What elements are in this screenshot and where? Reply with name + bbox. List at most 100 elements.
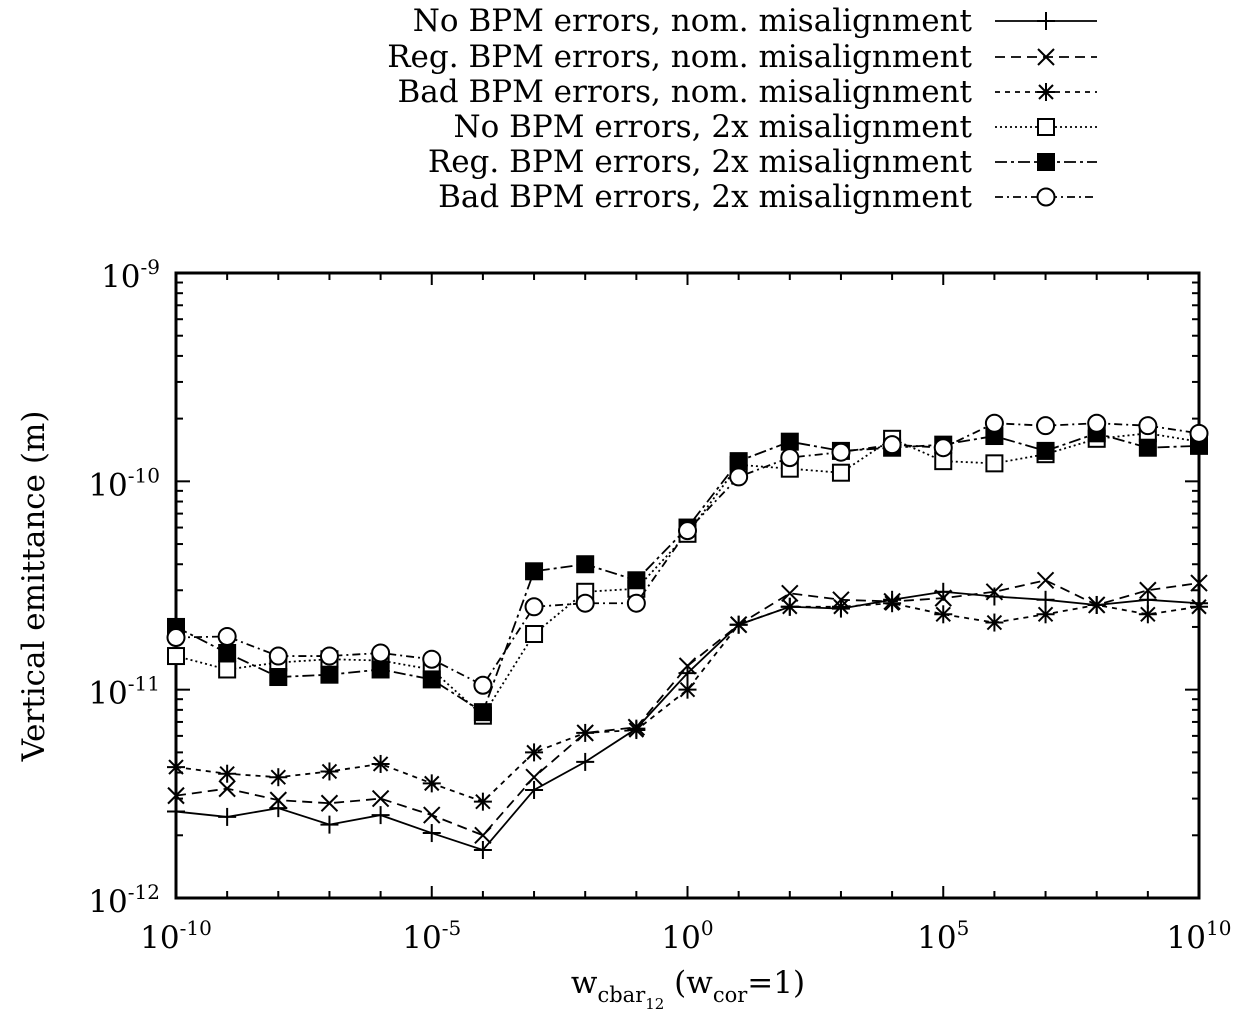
x-tick-label-base: 10 — [402, 920, 441, 956]
marker-x-b — [1190, 574, 1208, 592]
point-marker — [831, 597, 850, 616]
marker-star-b — [475, 793, 491, 810]
y-tick-label-exp: -9 — [141, 255, 160, 279]
point-marker — [576, 752, 595, 771]
point-marker — [1037, 118, 1055, 136]
legend-entry: Bad BPM errors, 2x misalignment — [438, 179, 1097, 215]
point-marker — [1138, 416, 1158, 436]
marker-star-b — [526, 744, 542, 761]
point-marker — [1036, 605, 1055, 624]
point-marker — [473, 792, 492, 811]
point-marker — [780, 597, 799, 616]
x-tick-label-exp: -5 — [442, 916, 461, 940]
point-marker — [422, 824, 441, 843]
marker-circle-open — [626, 593, 646, 613]
point-marker — [1036, 441, 1055, 460]
point-marker — [985, 613, 1004, 632]
marker-square-open — [167, 647, 185, 666]
marker-star-b — [577, 725, 593, 741]
marker-circle-open — [831, 442, 851, 462]
marker-circle-open — [678, 521, 697, 541]
marker-x-b — [167, 786, 185, 805]
legend-entry: No BPM errors, 2x misalignment — [453, 109, 1097, 145]
point-marker — [1139, 581, 1157, 599]
x-tick-label-base: 10 — [917, 920, 956, 956]
marker-circle-open — [268, 646, 288, 666]
x-axis-label-rest: (w — [664, 965, 713, 1001]
point-marker — [678, 521, 697, 541]
y-tick-label-base: 10 — [88, 676, 127, 712]
point-marker — [319, 646, 339, 666]
point-marker — [218, 779, 236, 798]
x-tick-label: 105 — [917, 916, 969, 956]
marker-square-filled — [422, 670, 441, 689]
y-tick-label: 10-10 — [88, 463, 160, 503]
marker-square-filled — [1138, 438, 1157, 457]
point-marker — [422, 649, 442, 669]
point-marker — [831, 463, 850, 482]
marker-star-b — [679, 681, 696, 698]
marker-square-open — [1037, 118, 1055, 136]
point-marker — [575, 593, 595, 613]
point-marker — [984, 413, 1004, 433]
legend-entry: No BPM errors, nom. misalignment — [413, 3, 1097, 39]
series-line — [175, 432, 1200, 714]
point-marker — [473, 703, 492, 722]
marker-star-b — [628, 722, 645, 738]
point-marker — [371, 789, 390, 808]
point-marker — [167, 802, 185, 821]
point-marker — [269, 768, 288, 787]
y-tick-label-base: 10 — [101, 259, 140, 295]
legend-label: No BPM errors, nom. misalignment — [413, 3, 973, 39]
point-marker — [831, 442, 851, 462]
legend-label: Bad BPM errors, 2x misalignment — [438, 179, 972, 215]
legend-label: Reg. BPM errors, nom. misalignment — [387, 39, 972, 75]
point-marker — [934, 589, 952, 607]
marker-circle-open — [319, 646, 339, 666]
y-axis-label: Vertical emittance (m) — [16, 411, 52, 763]
point-marker — [1036, 416, 1056, 436]
point-marker — [218, 643, 237, 662]
y-tick-label-exp: -10 — [128, 463, 160, 487]
point-marker — [320, 665, 339, 684]
series-layer — [166, 413, 1209, 859]
point-marker — [525, 780, 544, 799]
marker-circle-open — [422, 649, 442, 669]
point-marker — [1190, 597, 1208, 616]
marker-x-b — [218, 779, 236, 798]
point-marker — [474, 826, 492, 844]
marker-star-b — [321, 763, 338, 780]
legend-label: Bad BPM errors, nom. misalignment — [397, 74, 972, 110]
marker-star-b — [270, 769, 287, 785]
point-marker — [1037, 83, 1055, 101]
marker-star-b — [935, 606, 951, 623]
point-marker — [729, 452, 748, 471]
point-marker — [1189, 423, 1209, 443]
point-marker — [1036, 571, 1055, 589]
marker-star-b — [986, 614, 1003, 631]
marker-circle-open — [1087, 413, 1107, 433]
point-marker — [473, 675, 493, 695]
point-marker — [1037, 153, 1055, 171]
point-marker — [1087, 595, 1106, 614]
x-tick-label: 1010 — [1167, 916, 1232, 956]
marker-circle-open — [984, 413, 1004, 433]
point-marker — [422, 774, 441, 793]
marker-square-filled — [1037, 153, 1055, 171]
marker-x-b — [423, 806, 441, 824]
point-marker — [985, 583, 1004, 601]
marker-star-b — [424, 775, 440, 792]
series-2 — [167, 571, 1208, 844]
x-tick-label-exp: 5 — [957, 916, 970, 940]
point-marker — [218, 807, 237, 826]
point-marker — [167, 647, 185, 666]
x-axis-label: wcbar12 (wcor=1) — [571, 965, 805, 1011]
marker-x-b — [269, 791, 288, 809]
marker-square-open — [985, 454, 1004, 473]
point-marker — [371, 660, 390, 679]
point-marker — [1138, 605, 1157, 624]
marker-circle-open — [729, 467, 749, 487]
point-marker — [627, 571, 646, 590]
